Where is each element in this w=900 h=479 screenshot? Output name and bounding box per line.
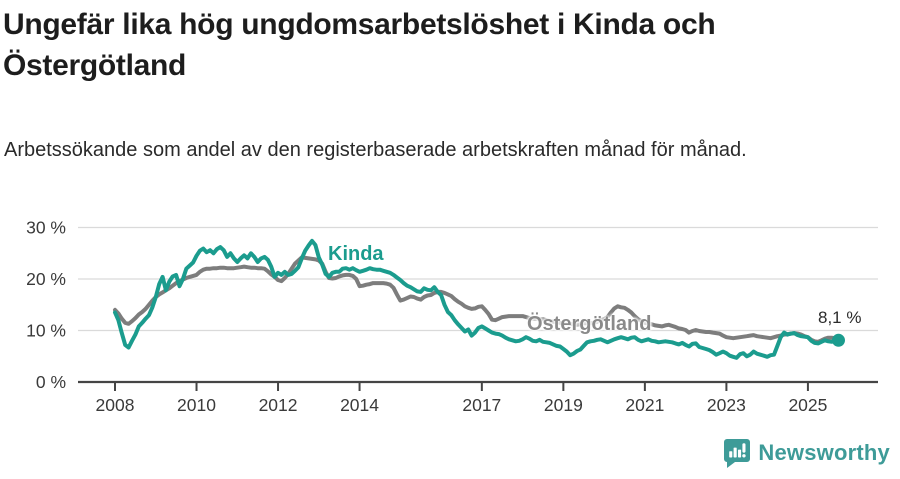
line-kinda <box>113 238 841 360</box>
x-axis: 2008 2010 2012 2014 2017 2019 2021 2023 2025 <box>78 380 878 415</box>
series-lines <box>113 238 845 360</box>
chart-subtitle: Arbetssökande som andel av den registerb… <box>4 139 747 161</box>
newsworthy-logo-icon <box>724 439 751 468</box>
x-tick-label: 2008 <box>96 395 135 415</box>
y-tick-label: 20 % <box>26 269 66 289</box>
x-tick-label: 2017 <box>462 395 501 415</box>
x-tick-label: 2014 <box>340 395 379 415</box>
x-tick-label: 2025 <box>788 395 827 415</box>
x-tick-label: 2023 <box>707 395 746 415</box>
y-tick-label: 0 % <box>36 372 66 392</box>
gridlines <box>78 226 878 332</box>
x-tick-label: 2021 <box>625 395 664 415</box>
x-tick-label: 2019 <box>544 395 583 415</box>
brand-footer: Newsworthy <box>724 438 890 468</box>
x-tick-label: 2010 <box>177 395 216 415</box>
y-tick-label: 10 % <box>26 321 66 341</box>
line-ostergotland <box>113 255 841 344</box>
page-title: Ungefär lika hög ungdomsarbetslöshet i K… <box>3 8 716 83</box>
end-value-label: 8,1 % <box>818 308 862 327</box>
x-tick-label: 2012 <box>259 395 298 415</box>
brand-name: Newsworthy <box>758 440 890 465</box>
end-dot <box>831 333 845 347</box>
series-label-kinda: Kinda <box>328 243 384 265</box>
series-label-ostergotland: Östergötland <box>527 313 652 335</box>
y-axis-labels: 0 % 10 % 20 % 30 % <box>26 218 66 393</box>
y-tick-label: 30 % <box>26 218 66 238</box>
